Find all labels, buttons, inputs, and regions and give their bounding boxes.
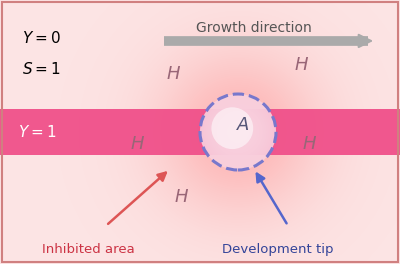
Circle shape	[223, 117, 253, 147]
Text: $Y = 0$: $Y = 0$	[22, 30, 61, 46]
Circle shape	[200, 94, 276, 170]
Circle shape	[230, 124, 246, 140]
Circle shape	[204, 98, 272, 166]
Text: Development tip: Development tip	[222, 243, 334, 256]
Circle shape	[210, 103, 266, 161]
Circle shape	[200, 94, 276, 170]
Circle shape	[206, 100, 270, 164]
Text: $S = 1$: $S = 1$	[22, 61, 61, 77]
Circle shape	[221, 115, 255, 149]
Circle shape	[219, 113, 257, 151]
Circle shape	[234, 128, 242, 136]
Text: $H$: $H$	[130, 135, 146, 153]
Circle shape	[236, 130, 240, 134]
Circle shape	[217, 111, 259, 153]
Text: Inhibited area: Inhibited area	[42, 243, 134, 256]
Circle shape	[213, 107, 263, 157]
Circle shape	[202, 96, 274, 168]
Circle shape	[225, 119, 251, 145]
Text: $H$: $H$	[174, 188, 190, 206]
Text: $H$: $H$	[302, 135, 318, 153]
Circle shape	[215, 109, 261, 155]
Text: $H$: $H$	[166, 65, 182, 83]
Text: $A$: $A$	[236, 116, 250, 134]
Circle shape	[228, 122, 248, 142]
Circle shape	[208, 102, 268, 162]
Text: Growth direction: Growth direction	[196, 21, 312, 35]
Bar	[0, 109, 400, 155]
Circle shape	[211, 105, 265, 159]
Text: $H$: $H$	[294, 56, 310, 74]
Circle shape	[211, 107, 253, 149]
Circle shape	[226, 121, 250, 143]
Circle shape	[232, 126, 244, 138]
Text: $Y = 1$: $Y = 1$	[18, 124, 56, 140]
